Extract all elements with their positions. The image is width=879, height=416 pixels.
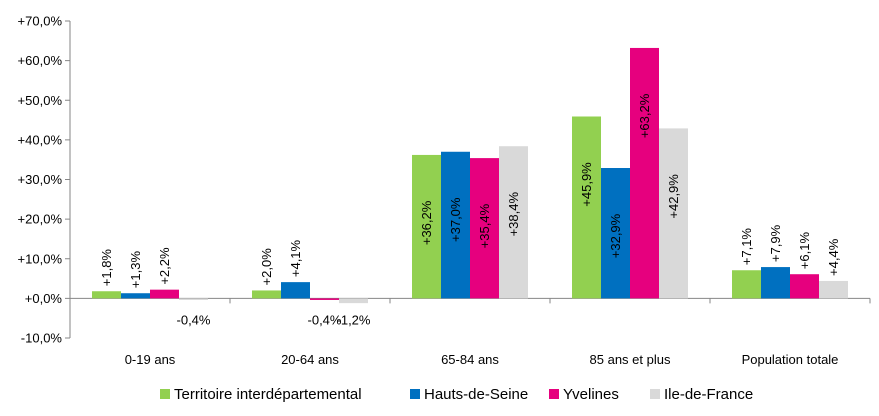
data-label: +2,0% [259, 248, 274, 286]
data-label: -0,4% [177, 312, 211, 327]
legend-swatch [410, 389, 420, 399]
chart-bars [92, 47, 848, 304]
bar [412, 154, 441, 299]
legend-swatch [549, 389, 559, 399]
legend-swatch [160, 389, 170, 399]
bar [252, 290, 281, 299]
bar [630, 47, 659, 299]
chart-axes: -10,0% +0,0% +10,0% +20,0% +30,0% +40,0% +50,0… [18, 14, 871, 367]
data-label: +38,4% [506, 192, 521, 237]
x-tick-label: 20-64 ans [281, 352, 339, 367]
data-label: -0,4% [308, 312, 342, 327]
y-tick-label: +70,0% [18, 14, 63, 29]
bar [179, 298, 208, 300]
bar [601, 168, 630, 299]
y-tick-label: +30,0% [18, 172, 63, 187]
bar [761, 267, 790, 299]
legend-swatch [650, 389, 660, 399]
y-tick-label: +10,0% [18, 251, 63, 266]
data-label: +1,8% [99, 249, 114, 287]
bar [310, 298, 339, 300]
bar [732, 270, 761, 299]
data-label: +37,0% [448, 197, 463, 242]
data-label: +35,4% [477, 203, 492, 248]
data-label: +2,2% [157, 247, 172, 285]
bar [470, 158, 499, 299]
bar [92, 291, 121, 299]
data-label: +7,9% [768, 224, 783, 262]
bar [659, 128, 688, 299]
data-label: +7,1% [739, 228, 754, 266]
data-label: +4,1% [288, 239, 303, 277]
bar [150, 289, 179, 299]
chart-data-labels: +1,8% +2,0% +36,2% +45,9% +7,1% +1,3% +4,1% +37… [99, 93, 841, 327]
data-label: +4,4% [826, 238, 841, 276]
data-label: +63,2% [637, 93, 652, 138]
data-label: +6,1% [797, 232, 812, 270]
data-label: +1,3% [128, 251, 143, 289]
x-tick-label: 85 ans et plus [590, 352, 671, 367]
y-tick-label: +50,0% [18, 93, 63, 108]
bar [339, 298, 368, 304]
bar [572, 116, 601, 299]
bar [281, 282, 310, 299]
bar [819, 280, 848, 299]
data-label: +32,9% [608, 213, 623, 258]
chart-legend: Territoire interdépartemental Hauts-de-Se… [160, 386, 753, 403]
data-label: -1,2% [337, 312, 371, 327]
data-label: +45,9% [579, 162, 594, 207]
legend-label: Yvelines [563, 386, 619, 403]
y-tick-label: +20,0% [18, 212, 63, 227]
legend-label: Hauts-de-Seine [424, 386, 528, 403]
legend-label: Territoire interdépartemental [174, 386, 362, 403]
y-tick-label: +40,0% [18, 132, 63, 147]
x-tick-label: 65-84 ans [441, 352, 499, 367]
bar [499, 146, 528, 299]
y-tick-label: +60,0% [18, 53, 63, 68]
bar [790, 274, 819, 299]
bar [441, 151, 470, 299]
x-tick-label: Population totale [742, 352, 839, 367]
bar [121, 293, 150, 299]
data-label: +42,9% [666, 174, 681, 219]
y-tick-label: -10,0% [21, 331, 63, 346]
x-tick-label: 0-19 ans [125, 352, 176, 367]
data-label: +36,2% [419, 200, 434, 245]
legend-label: Ile-de-France [664, 386, 753, 403]
y-tick-label: +0,0% [25, 291, 63, 306]
